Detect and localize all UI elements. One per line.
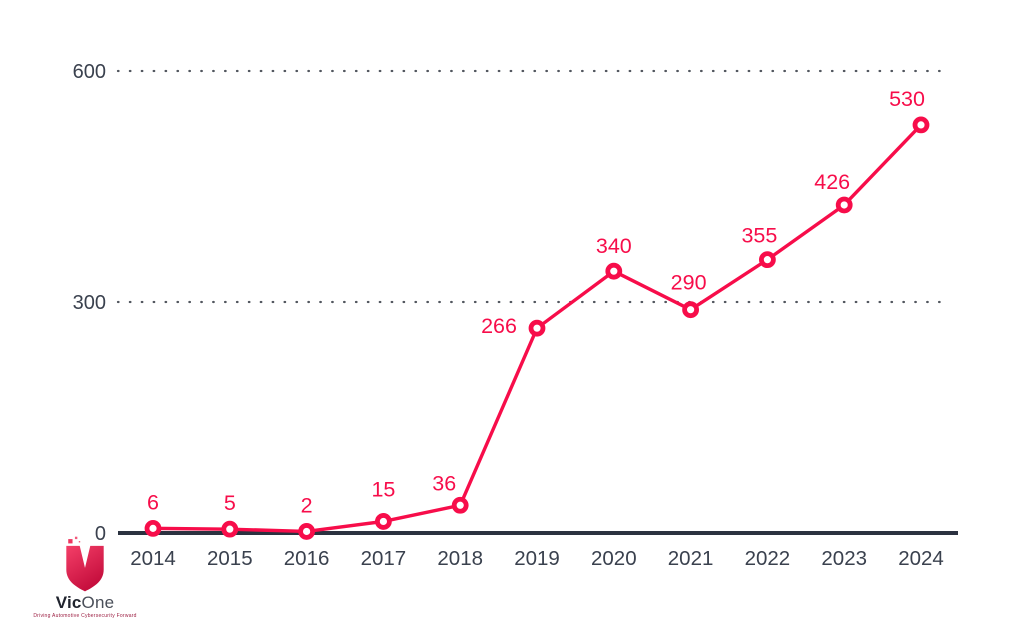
x-tick-label-2017: 2017 — [361, 547, 407, 570]
x-tick-label-2019: 2019 — [514, 547, 560, 570]
value-label-2019: 266 — [481, 314, 517, 338]
data-point-2019 — [528, 319, 546, 337]
data-point-2016 — [298, 523, 316, 540]
x-tick-label-2014: 2014 — [130, 547, 176, 570]
data-point-2014 — [144, 519, 162, 537]
x-tick-label-2022: 2022 — [745, 547, 791, 570]
x-tick-label-2016: 2016 — [284, 547, 330, 570]
data-point-2017 — [374, 513, 392, 530]
x-tick-label-2024: 2024 — [898, 547, 944, 570]
vicone-logo: VicOne Driving Automotive Cybersecurity … — [26, 536, 144, 619]
data-points — [144, 116, 930, 540]
data-point-2022 — [759, 251, 776, 269]
logo-pixel — [74, 536, 78, 540]
x-tick-label-2020: 2020 — [591, 547, 637, 570]
vicone-shield-icon — [66, 536, 104, 592]
data-point-2018 — [451, 496, 469, 514]
value-label-2015: 5 — [224, 491, 236, 515]
x-tick-label-2018: 2018 — [437, 547, 483, 570]
shield-shape — [66, 545, 104, 592]
logo-pixel — [68, 539, 73, 544]
value-label-2023: 426 — [814, 170, 850, 194]
value-label-2016: 2 — [301, 493, 313, 517]
x-tick-label-2021: 2021 — [668, 547, 714, 570]
brand-one: One — [81, 593, 115, 612]
y-tick-label-0: 0 — [95, 523, 106, 545]
value-label-2017: 15 — [371, 477, 395, 501]
data-point-2021 — [682, 301, 699, 319]
value-label-2022: 355 — [741, 224, 777, 248]
value-label-2018: 36 — [432, 471, 456, 495]
x-axis-labels: 2014 2015 2016 2017 2018 2019 2020 2021 2022 2023… — [130, 547, 944, 570]
vicone-wordmark: VicOne — [26, 594, 144, 612]
data-point-2024 — [912, 116, 930, 134]
data-point-2023 — [835, 196, 853, 214]
x-tick-label-2023: 2023 — [821, 547, 867, 570]
y-tick-label-600: 600 — [73, 61, 106, 83]
brand-vic: Vic — [55, 593, 82, 612]
data-point-2020 — [605, 262, 623, 280]
value-label-2024: 530 — [889, 87, 925, 111]
gridlines — [116, 69, 951, 304]
value-label-2020: 340 — [596, 234, 632, 258]
value-labels: 6 5 2 15 36 266 340 290 355 426 530 — [147, 87, 925, 518]
y-axis-labels: 0 300 600 — [73, 61, 106, 545]
data-point-2015 — [221, 520, 239, 538]
value-label-2014: 6 — [147, 490, 159, 514]
x-tick-label-2015: 2015 — [207, 547, 253, 570]
logo-pixel — [78, 541, 81, 543]
vicone-tagline: Driving Automotive Cybersecurity Forward — [33, 612, 137, 619]
value-label-2021: 290 — [671, 271, 707, 295]
y-tick-label-300: 300 — [73, 292, 106, 314]
